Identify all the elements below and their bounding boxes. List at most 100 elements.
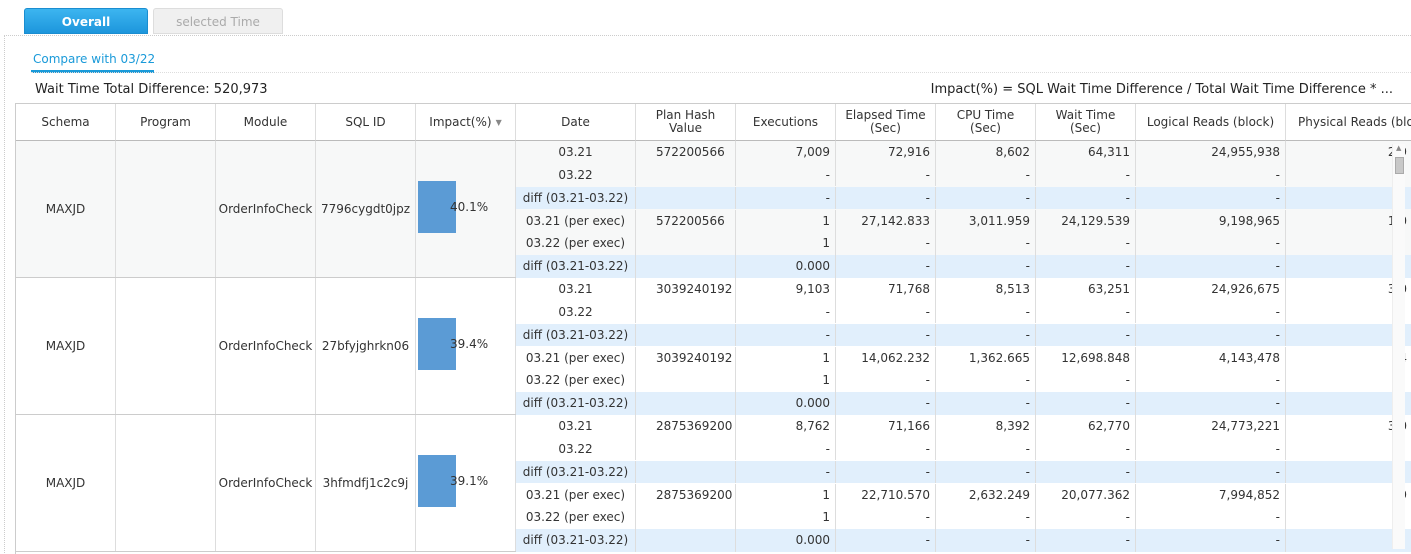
cell-cpu-time: - bbox=[936, 437, 1036, 461]
cell-executions: 1 bbox=[736, 483, 836, 507]
header-logical-reads[interactable]: Logical Reads (block) bbox=[1136, 104, 1286, 141]
scroll-thumb[interactable] bbox=[1395, 157, 1404, 174]
subtab-underline bbox=[31, 70, 154, 73]
cell-date: 03.22 bbox=[516, 300, 636, 324]
cell-executions: - bbox=[736, 300, 836, 324]
cell-wait-time: - bbox=[1036, 163, 1136, 187]
tab-selected-time[interactable]: selected Time bbox=[153, 8, 283, 34]
cell-schema: MAXJD bbox=[16, 415, 116, 551]
header-sql-id-label: SQL ID bbox=[345, 114, 386, 129]
cell-cpu-time: 1,362.665 bbox=[936, 346, 1036, 370]
cell-program bbox=[116, 415, 216, 551]
cell-elapsed-time: 27,142.833 bbox=[836, 209, 936, 233]
cell-executions: - bbox=[736, 437, 836, 461]
cell-wait-time: - bbox=[1036, 506, 1136, 529]
tab-overall[interactable]: Overall bbox=[24, 8, 148, 34]
sql-group-row[interactable]: MAXJD OrderInfoCheck 7796cygdt0jpz 40.1% 03.… bbox=[16, 141, 1411, 278]
cell-elapsed-time: - bbox=[836, 437, 936, 461]
cell-date: 03.22 bbox=[516, 163, 636, 187]
data-row: 03.21 (per exec) 2875369200 1 22,710.570 2,6… bbox=[516, 483, 1411, 507]
cell-elapsed-time: - bbox=[836, 255, 936, 278]
cell-wait-time: 63,251 bbox=[1036, 278, 1136, 301]
cell-plan-hash: 572200566 bbox=[636, 209, 736, 233]
cell-elapsed-time: - bbox=[836, 300, 936, 324]
header-impact[interactable]: Impact(%) ▼ bbox=[416, 104, 516, 141]
cell-logical-reads: - bbox=[1136, 506, 1286, 529]
cell-elapsed-time: - bbox=[836, 186, 936, 210]
cell-elapsed-time: - bbox=[836, 506, 936, 529]
cell-wait-time: - bbox=[1036, 529, 1136, 552]
header-executions[interactable]: Executions bbox=[736, 104, 836, 141]
cell-wait-time: 20,077.362 bbox=[1036, 483, 1136, 507]
cell-executions: 1 bbox=[736, 369, 836, 392]
cell-module: OrderInfoCheck bbox=[216, 141, 316, 277]
cell-cpu-time: - bbox=[936, 186, 1036, 210]
cell-date: diff (03.21-03.22) bbox=[516, 186, 636, 210]
header-physical-reads[interactable]: Physical Reads (blo bbox=[1286, 104, 1411, 141]
cell-cpu-time: - bbox=[936, 529, 1036, 552]
cell-wait-time: - bbox=[1036, 323, 1136, 347]
header-elapsed-time[interactable]: Elapsed Time (Sec) bbox=[836, 104, 936, 141]
cell-elapsed-time: - bbox=[836, 392, 936, 415]
cell-logical-reads: - bbox=[1136, 323, 1286, 347]
cell-cpu-time: 2,632.249 bbox=[936, 483, 1036, 507]
header-elapsed-time-label: Elapsed Time (Sec) bbox=[845, 108, 926, 135]
cell-plan-hash bbox=[636, 300, 736, 324]
header-program[interactable]: Program bbox=[116, 104, 216, 141]
cell-date: 03.22 (per exec) bbox=[516, 232, 636, 255]
impact-value: 39.4% bbox=[450, 337, 489, 351]
cell-executions: 9,103 bbox=[736, 278, 836, 301]
cell-executions: - bbox=[736, 186, 836, 210]
data-row: 03.21 (per exec) 3039240192 1 14,062.232 1,3… bbox=[516, 346, 1411, 370]
cell-program bbox=[116, 141, 216, 277]
cell-logical-reads: 9,198,965 bbox=[1136, 209, 1286, 233]
header-date[interactable]: Date bbox=[516, 104, 636, 141]
header-plan-hash[interactable]: Plan Hash Value bbox=[636, 104, 736, 141]
header-wait-time-label: Wait Time (Sec) bbox=[1055, 108, 1116, 135]
tab-compare[interactable]: Compare with 03/22 bbox=[33, 52, 156, 66]
cell-cpu-time: 8,392 bbox=[936, 415, 1036, 438]
sql-group-row[interactable]: MAXJD OrderInfoCheck 27bfyjghrkn06 39.4% 03.… bbox=[16, 278, 1411, 415]
sort-desc-icon[interactable]: ▼ bbox=[495, 117, 502, 127]
scroll-up-arrow-icon[interactable]: ▲ bbox=[1396, 144, 1402, 152]
vertical-scrollbar[interactable]: ▲ bbox=[1392, 144, 1405, 549]
cell-executions: - bbox=[736, 323, 836, 347]
sql-group-row[interactable]: MAXJD OrderInfoCheck 3hfmdfj1c2c9j 39.1% 03.… bbox=[16, 415, 1411, 552]
diff-row: diff (03.21-03.22) - - - - - bbox=[516, 323, 1411, 347]
cell-logical-reads: 24,926,675 bbox=[1136, 278, 1286, 301]
cell-plan-hash bbox=[636, 232, 736, 255]
cell-logical-reads: - bbox=[1136, 529, 1286, 552]
cell-plan-hash: 3039240192 bbox=[636, 278, 736, 301]
cell-sql-id: 7796cygdt0jpz bbox=[316, 141, 416, 277]
cell-executions: 8,762 bbox=[736, 415, 836, 438]
cell-cpu-time: - bbox=[936, 392, 1036, 415]
header-module[interactable]: Module bbox=[216, 104, 316, 141]
data-row: 03.22 (per exec) 1- - - - bbox=[516, 369, 1411, 392]
diff-row: diff (03.21-03.22) - - - - - bbox=[516, 186, 1411, 210]
header-sql-id[interactable]: SQL ID bbox=[316, 104, 416, 141]
cell-elapsed-time: - bbox=[836, 460, 936, 484]
cell-executions: - bbox=[736, 460, 836, 484]
data-row: 03.21 (per exec) 572200566 1 27,142.833 3,01… bbox=[516, 209, 1411, 233]
cell-plan-hash bbox=[636, 255, 736, 278]
header-date-label: Date bbox=[561, 114, 590, 129]
cell-executions: 1 bbox=[736, 346, 836, 370]
data-row: 03.21 572200566 7,009 72,916 8,602 64,311 24,9… bbox=[516, 141, 1411, 164]
header-cpu-time[interactable]: CPU Time (Sec) bbox=[936, 104, 1036, 141]
cell-date: 03.21 bbox=[516, 141, 636, 164]
cell-cpu-time: - bbox=[936, 460, 1036, 484]
impact-formula: Impact(%) = SQL Wait Time Difference / T… bbox=[930, 82, 1393, 97]
cell-cpu-time: - bbox=[936, 255, 1036, 278]
cell-date: 03.22 (per exec) bbox=[516, 506, 636, 529]
cell-elapsed-time: 72,916 bbox=[836, 141, 936, 164]
cell-wait-time: 64,311 bbox=[1036, 141, 1136, 164]
cell-schema: MAXJD bbox=[16, 278, 116, 414]
header-schema[interactable]: Schema bbox=[16, 104, 116, 141]
data-row: 03.22 (per exec) 1- - - - bbox=[516, 506, 1411, 529]
cell-plan-hash bbox=[636, 437, 736, 461]
cell-date: diff (03.21-03.22) bbox=[516, 323, 636, 347]
cell-sql-id: 27bfyjghrkn06 bbox=[316, 278, 416, 414]
cell-executions: 1 bbox=[736, 209, 836, 233]
cell-cpu-time: - bbox=[936, 323, 1036, 347]
header-wait-time[interactable]: Wait Time (Sec) bbox=[1036, 104, 1136, 141]
